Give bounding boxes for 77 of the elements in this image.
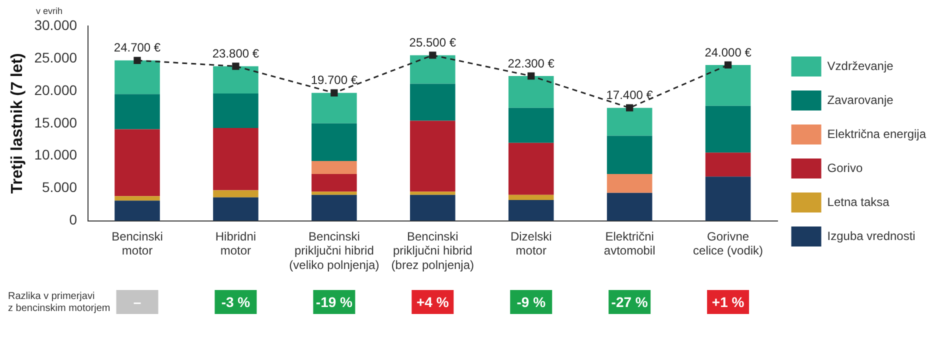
y-tick-label: 15.000 <box>34 114 78 130</box>
bar <box>114 196 160 201</box>
y-tick-label: 10.000 <box>34 146 78 163</box>
text: -9 % <box>516 294 546 310</box>
bar <box>213 66 258 94</box>
point <box>429 52 436 59</box>
legend-label: Zavarovanje <box>827 92 894 107</box>
text: -3 % <box>221 294 251 310</box>
x-tick-label: Bencinski motor <box>112 229 163 258</box>
bar <box>508 76 554 108</box>
bar <box>312 161 357 174</box>
bar <box>606 108 652 136</box>
y-tick-label: 20.000 <box>34 82 78 98</box>
x-tick-label: Dizelski motor <box>510 229 552 258</box>
point <box>626 104 634 112</box>
bar <box>410 192 456 195</box>
bar <box>508 194 554 200</box>
y-tick-label: 30.000 <box>34 16 78 33</box>
bar <box>410 194 456 221</box>
point <box>232 62 240 70</box>
point <box>134 56 141 64</box>
bar <box>705 106 751 153</box>
bar <box>114 94 160 130</box>
bar <box>114 60 160 94</box>
text: +4 % <box>416 294 450 310</box>
y-tick-label: 25.000 <box>34 49 78 66</box>
text: -19 % <box>316 294 354 310</box>
bar <box>213 94 258 128</box>
bar <box>213 128 258 190</box>
bar <box>705 176 751 221</box>
bar <box>213 197 258 221</box>
data-label: 24.000 € <box>704 45 752 60</box>
legend-label: Letna taksa <box>827 194 890 209</box>
bar <box>213 190 258 198</box>
bar <box>312 123 357 162</box>
x-tick-label: Bencinski priključni hibrid (brez polnjenja) <box>391 229 474 272</box>
bar <box>508 142 554 195</box>
data-label: 25.500 € <box>409 36 456 50</box>
y-axis-title: Tretji lastnik (7 let) <box>9 53 26 194</box>
bar <box>606 192 652 221</box>
x-tick-label: Gorivne celice (vodik) <box>693 229 764 258</box>
bar <box>508 200 554 221</box>
x-tick-label: Bencinski priključni hibrid (veliko polnjenja) <box>289 229 380 272</box>
x-tick-label: Električni avtomobil <box>604 229 656 258</box>
legend-label: Izguba vrednosti <box>827 228 916 243</box>
text: v evrih <box>36 6 63 16</box>
point <box>528 72 535 80</box>
data-label: 19.700 € <box>310 73 358 88</box>
text: +1 % <box>712 294 745 310</box>
point <box>330 89 338 96</box>
bar <box>705 64 751 106</box>
x-tick-label: Hibridni motor <box>215 229 256 258</box>
bar <box>705 152 751 177</box>
y-tick-label: 5.000 <box>42 179 78 196</box>
bar <box>410 55 456 84</box>
bar <box>508 108 554 143</box>
bar <box>410 84 456 121</box>
bar <box>114 129 160 196</box>
text: – <box>133 294 142 310</box>
legend-label: Gorivo <box>827 160 863 175</box>
legend-label: Električna energija <box>827 126 926 141</box>
text: Razlika v primerjavi z bencinskim motorjem <box>8 290 110 314</box>
bar <box>312 174 357 192</box>
legend-label: Vzdrževanje <box>827 58 894 73</box>
bar <box>312 192 357 195</box>
point <box>724 61 732 69</box>
data-label: 23.800 € <box>212 46 260 61</box>
bar <box>606 136 652 174</box>
bar <box>312 194 357 221</box>
text: -27 % <box>611 294 648 310</box>
y-tick-label: 0 <box>69 212 78 228</box>
bar <box>606 174 652 193</box>
bar <box>312 92 357 124</box>
data-label: 22.300 € <box>508 56 555 70</box>
data-label: 24.700 € <box>114 40 161 55</box>
bar <box>410 120 456 192</box>
bar <box>114 200 160 221</box>
